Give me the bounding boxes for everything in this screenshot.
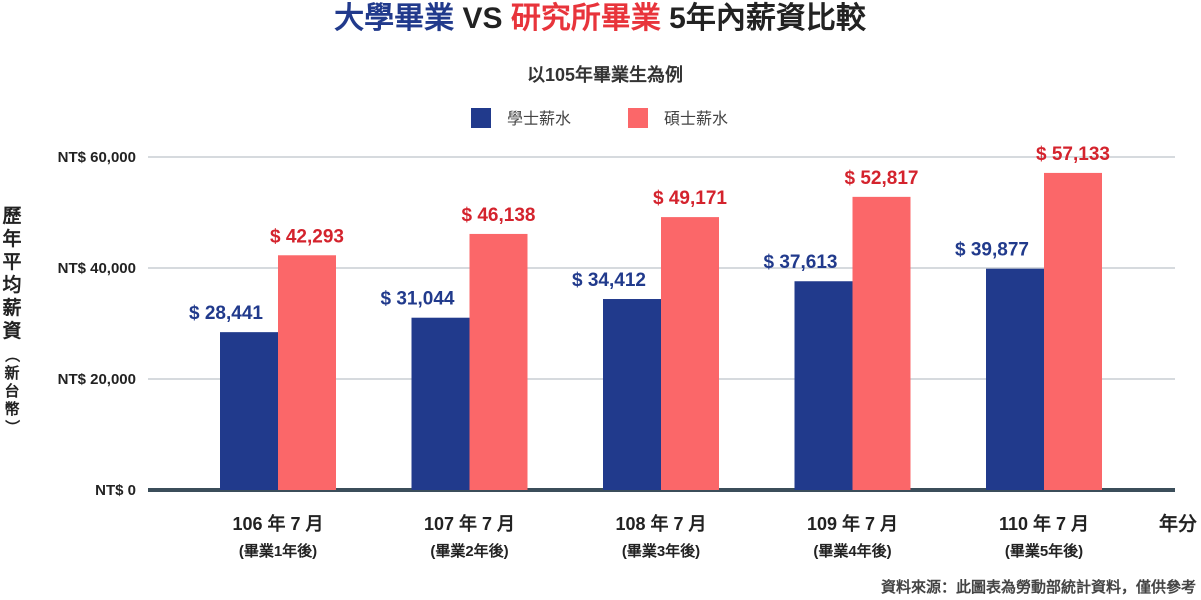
y-axis-label-char: 均 bbox=[2, 273, 21, 296]
y-tick-label: NT$ 0 bbox=[95, 482, 136, 499]
x-axis-labels: 106 年 7 月 (畢業1年後) 107 年 7 月 (畢業2年後) 108 年 7 … bbox=[232, 513, 1089, 560]
title-part-master: 研究所畢業 bbox=[511, 1, 661, 35]
data-label-bachelor: $ 28,441 bbox=[189, 303, 263, 324]
bars bbox=[220, 172, 1102, 491]
legend: 學士薪水 碩士薪水 bbox=[471, 108, 728, 128]
legend-label-bachelor: 學士薪水 bbox=[507, 110, 571, 128]
x-tick-label: 109 年 7 月 bbox=[807, 513, 898, 534]
y-axis-unit-char: （ bbox=[3, 347, 21, 362]
title-part-vs: VS bbox=[454, 2, 511, 35]
bar-master bbox=[852, 196, 911, 490]
x-tick-label: 107 年 7 月 bbox=[424, 513, 515, 534]
legend-label-master: 碩士薪水 bbox=[664, 110, 728, 128]
data-label-master: $ 57,133 bbox=[1036, 144, 1110, 165]
data-labels: $ 28,441 $ 42,293 $ 31,044 $ 46,138 $ 34,412… bbox=[189, 144, 1110, 324]
x-tick-sublabel: (畢業5年後) bbox=[1005, 542, 1083, 560]
data-label-master: $ 42,293 bbox=[270, 226, 344, 247]
bar-bachelor bbox=[220, 332, 278, 490]
data-label-bachelor: $ 37,613 bbox=[764, 252, 838, 273]
y-axis-unit-char: ） bbox=[3, 419, 21, 434]
legend-swatch-bachelor bbox=[471, 108, 491, 128]
y-axis-unit-char: 新 bbox=[4, 364, 19, 382]
bar-bachelor bbox=[794, 281, 853, 490]
data-label-bachelor: $ 34,412 bbox=[572, 270, 646, 291]
x-tick-sublabel: (畢業3年後) bbox=[622, 542, 700, 560]
data-label-master: $ 52,817 bbox=[845, 168, 919, 189]
y-axis-label-char: 資 bbox=[2, 319, 21, 342]
data-label-master: $ 49,171 bbox=[653, 188, 727, 209]
y-axis-unit-char: 台 bbox=[4, 382, 19, 400]
x-tick-label: 106 年 7 月 bbox=[232, 513, 323, 534]
bar-master bbox=[278, 255, 336, 490]
bar-master bbox=[661, 217, 719, 490]
data-label-bachelor: $ 31,044 bbox=[381, 289, 455, 310]
data-label-master: $ 46,138 bbox=[462, 205, 536, 226]
x-axis-label: 年分 bbox=[1159, 512, 1197, 535]
bar-master bbox=[1044, 172, 1102, 490]
y-axis-label-char: 歷 bbox=[2, 205, 21, 227]
x-tick-sublabel: (畢業4年後) bbox=[813, 542, 891, 560]
bar-master bbox=[469, 233, 528, 491]
y-axis-label-char: 年 bbox=[2, 227, 21, 250]
title-part-bachelor: 大學畢業 bbox=[334, 2, 454, 35]
x-tick-sublabel: (畢業1年後) bbox=[239, 542, 317, 560]
chart-title: 大學畢業 VS 研究所畢業 5年內薪資比較 bbox=[334, 1, 867, 35]
x-tick-label: 110 年 7 月 bbox=[999, 513, 1089, 534]
bar-bachelor bbox=[986, 268, 1044, 490]
title-part-comparison: 5年內薪資比較 bbox=[661, 1, 867, 35]
legend-swatch-master bbox=[628, 108, 648, 128]
y-tick-label: NT$ 60,000 bbox=[58, 149, 136, 166]
y-axis-unit-char: 幣 bbox=[4, 400, 19, 418]
y-axis-label-char: 薪 bbox=[2, 296, 21, 319]
data-label-bachelor: $ 39,877 bbox=[955, 240, 1029, 261]
bar-bachelor bbox=[411, 317, 470, 490]
bar-bachelor bbox=[603, 299, 661, 490]
y-tick-label: NT$ 40,000 bbox=[58, 260, 136, 277]
source-note: 資料來源：此圖表為勞動部統計資料，僅供參考 bbox=[881, 578, 1196, 596]
x-tick-sublabel: (畢業2年後) bbox=[430, 542, 508, 560]
chart-subtitle: 以105年畢業生為例 bbox=[527, 64, 683, 85]
y-axis-label-char: 平 bbox=[2, 252, 21, 273]
y-axis-ticks: NT$ 0 NT$ 20,000 NT$ 40,000 NT$ 60,000 bbox=[58, 149, 136, 499]
y-tick-label: NT$ 20,000 bbox=[58, 371, 136, 388]
x-tick-label: 108 年 7 月 bbox=[615, 513, 706, 534]
